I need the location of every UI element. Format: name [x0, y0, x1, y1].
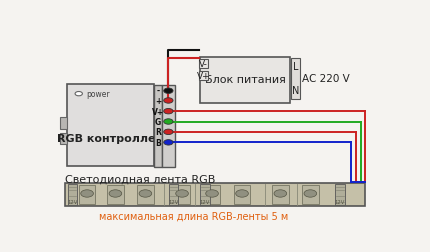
- Text: V-: V-: [199, 60, 208, 69]
- Circle shape: [236, 190, 249, 197]
- Bar: [204, 185, 220, 204]
- Text: G: G: [155, 117, 161, 127]
- FancyBboxPatch shape: [60, 133, 67, 145]
- Circle shape: [164, 98, 173, 104]
- Text: L: L: [293, 62, 298, 72]
- FancyBboxPatch shape: [162, 85, 175, 167]
- FancyBboxPatch shape: [200, 57, 290, 104]
- FancyBboxPatch shape: [292, 58, 300, 99]
- Circle shape: [304, 190, 316, 197]
- Text: -: -: [157, 87, 160, 96]
- Text: N: N: [292, 85, 300, 95]
- Circle shape: [206, 190, 218, 197]
- Bar: [335, 184, 345, 205]
- Text: 12V: 12V: [67, 199, 77, 204]
- Text: 12V: 12V: [168, 199, 178, 204]
- Text: 12V: 12V: [200, 199, 210, 204]
- Bar: [272, 185, 289, 204]
- FancyBboxPatch shape: [65, 183, 366, 206]
- Text: RGB контроллер: RGB контроллер: [57, 134, 163, 144]
- Text: 12V: 12V: [335, 199, 345, 204]
- FancyBboxPatch shape: [60, 117, 67, 129]
- Text: R: R: [155, 128, 161, 137]
- Circle shape: [109, 190, 122, 197]
- Circle shape: [164, 130, 173, 135]
- FancyBboxPatch shape: [154, 85, 162, 167]
- FancyBboxPatch shape: [199, 71, 208, 81]
- Text: Светодиодная лента RGB: Светодиодная лента RGB: [65, 174, 215, 184]
- Bar: [79, 185, 95, 204]
- FancyBboxPatch shape: [199, 60, 208, 69]
- Text: V+: V+: [152, 107, 164, 116]
- Circle shape: [139, 190, 152, 197]
- Text: power: power: [86, 90, 110, 99]
- Text: максимальная длина RGB-ленты 5 м: максимальная длина RGB-ленты 5 м: [99, 211, 289, 220]
- Circle shape: [81, 190, 93, 197]
- Bar: [174, 185, 190, 204]
- Circle shape: [164, 89, 173, 94]
- Bar: [234, 185, 250, 204]
- Bar: [169, 184, 178, 205]
- Text: Блок питания: Блок питания: [205, 75, 286, 85]
- Bar: [68, 184, 77, 205]
- Text: +: +: [155, 97, 161, 106]
- Bar: [137, 185, 154, 204]
- Circle shape: [176, 190, 188, 197]
- Text: B: B: [155, 138, 161, 147]
- Bar: [302, 185, 319, 204]
- FancyBboxPatch shape: [67, 85, 154, 166]
- Circle shape: [164, 109, 173, 114]
- Circle shape: [274, 190, 287, 197]
- Circle shape: [164, 140, 173, 145]
- Text: V+: V+: [197, 72, 210, 81]
- Bar: [107, 185, 124, 204]
- Text: AC 220 V: AC 220 V: [302, 74, 350, 84]
- Bar: [200, 184, 210, 205]
- Circle shape: [75, 92, 83, 97]
- Circle shape: [164, 119, 173, 125]
